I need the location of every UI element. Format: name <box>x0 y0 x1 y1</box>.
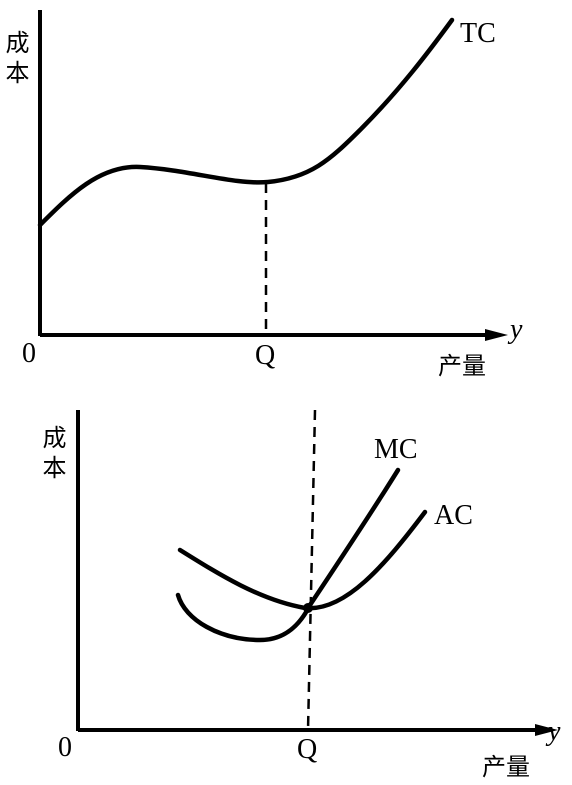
x-axis-variable: y <box>548 716 561 747</box>
y-axis-label: 成本 <box>38 425 66 485</box>
ac-label: AC <box>434 500 473 531</box>
x-axis-label: 产量 <box>482 753 530 781</box>
origin-label: 0 <box>22 338 36 369</box>
y-axis-label: 成本 <box>1 30 29 90</box>
mc-curve <box>175 467 401 643</box>
ac-curve <box>177 509 428 611</box>
q-label: Q <box>255 340 276 371</box>
tc-curve <box>37 17 455 228</box>
x-axis-variable: y <box>510 314 523 345</box>
q-label: Q <box>297 734 318 765</box>
origin-label: 0 <box>58 732 72 763</box>
q-dashed-line <box>306 409 317 731</box>
mc-label: MC <box>374 434 418 465</box>
x-axis-label: 产量 <box>438 352 486 380</box>
axis-arrow <box>485 329 508 341</box>
tc-label: TC <box>460 18 496 49</box>
axis-arrow <box>535 724 558 736</box>
